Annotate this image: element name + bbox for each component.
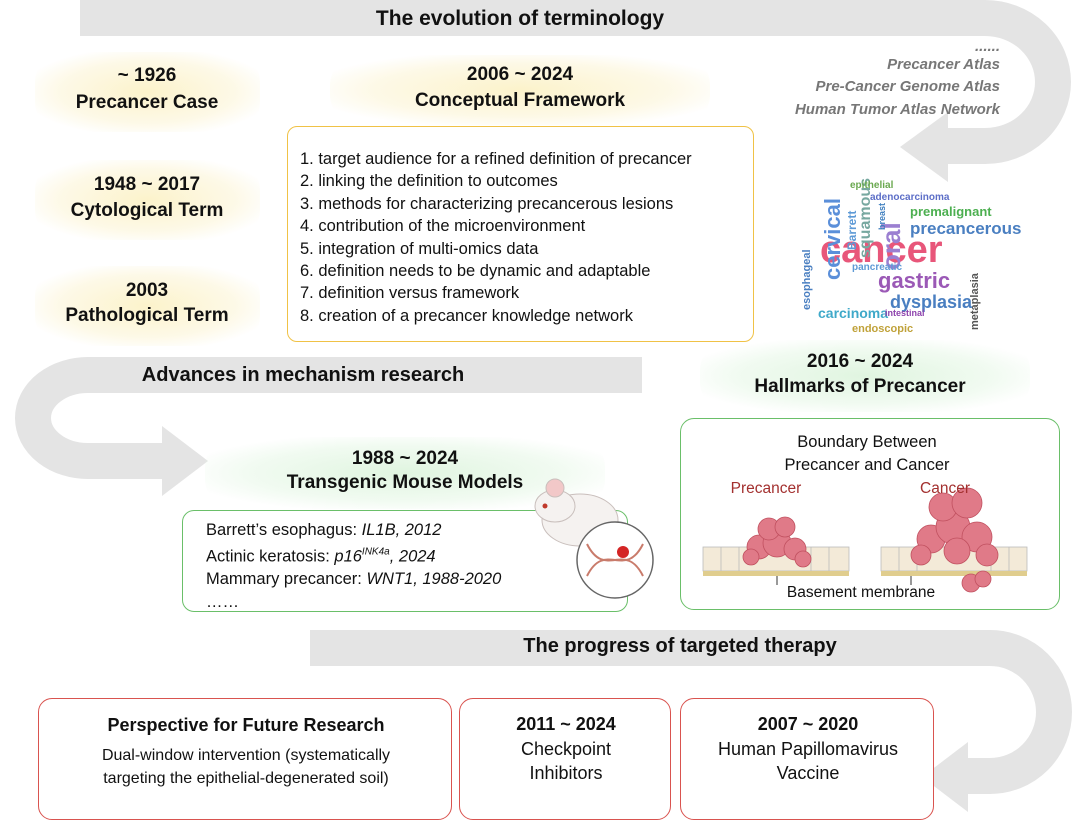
word: dysplasia xyxy=(890,292,973,312)
highlight xyxy=(35,52,260,132)
term-label: Cytological Term xyxy=(70,200,224,221)
period: 2006 ~ 2024 xyxy=(466,64,574,85)
word: cancer xyxy=(820,229,943,271)
section-title: Advances in mechanism research xyxy=(141,364,465,386)
therapy-line: Checkpoint xyxy=(520,739,612,759)
period: 1988 ~ 2024 xyxy=(351,448,459,469)
section-title: The evolution of terminology xyxy=(375,7,665,30)
flow-arrow xyxy=(310,630,1072,794)
therapy-box: Perspective for Future Research Dual-win… xyxy=(38,698,452,820)
framework-item: 4. contribution of the microenvironment xyxy=(300,217,586,236)
period: 2007 ~ 2020 xyxy=(757,714,859,734)
word: breast xyxy=(877,203,887,230)
framework-item: 1. target audience for a refined definit… xyxy=(300,150,692,168)
word: pancreatic xyxy=(852,262,902,273)
flow-arrows xyxy=(15,0,1072,794)
mouse-title: Transgenic Mouse Models xyxy=(286,472,524,493)
flow-arrow xyxy=(15,357,642,479)
highlight xyxy=(35,266,260,346)
word: squamous xyxy=(857,178,874,258)
atlas-ellipsis: ...... xyxy=(974,38,1000,55)
model-ellipsis: …… xyxy=(206,592,239,611)
precancer-label: Precancer xyxy=(730,480,802,497)
arrowhead xyxy=(162,426,208,496)
model-detail: WNT1, 1988-2020 xyxy=(366,569,502,588)
framework-item: 5. integration of multi-omics data xyxy=(300,239,539,258)
word: esophageal xyxy=(801,249,813,310)
model-label: Mammary precancer: xyxy=(206,569,362,588)
word: Barrett xyxy=(845,211,859,250)
framework-item: 2. linking the definition to outcomes xyxy=(300,172,558,191)
therapy-line: Inhibitors xyxy=(529,763,603,783)
period: 2016 ~ 2024 xyxy=(806,351,914,372)
atlas-name: Pre-Cancer Genome Atlas xyxy=(815,78,1000,95)
framework-item: 7. definition versus framework xyxy=(300,284,520,303)
arrowhead xyxy=(900,112,948,182)
hallmarks-heading: Boundary Between xyxy=(797,433,937,451)
model-detail: , 2024 xyxy=(389,547,436,566)
framework-item: 8. creation of a precancer knowledge net… xyxy=(300,306,633,325)
word: carcinoma xyxy=(818,305,888,321)
therapy-title: Perspective for Future Research xyxy=(107,715,385,735)
model-detail: IL1B, 2012 xyxy=(361,521,442,539)
therapy-line: Dual-window intervention (systematically xyxy=(101,747,391,764)
therapy-box: 2007 ~ 2020 Human Papillomavirus Vaccine xyxy=(680,698,934,820)
word: metaplasia xyxy=(969,272,981,330)
word-cloud: cancer gastric precancerous cervical dys… xyxy=(801,178,1022,335)
period: 1948 ~ 2017 xyxy=(93,174,201,195)
therapy-line: Vaccine xyxy=(776,763,840,783)
framework-item: 3. methods for characterizing precancero… xyxy=(300,194,674,213)
word: premalignant xyxy=(910,204,992,219)
word: intestinal xyxy=(885,308,925,318)
model-item: Actinic keratosis: p16INK4a, 2024 xyxy=(206,542,627,568)
highlight xyxy=(330,55,710,125)
highlight xyxy=(35,160,260,240)
flow-arrow xyxy=(80,0,1071,164)
period: ~ 1926 xyxy=(117,65,177,86)
framework-item: 6. definition needs to be dynamic and ad… xyxy=(300,262,651,281)
period: 2003 xyxy=(125,280,169,301)
mouse-illustration xyxy=(534,478,654,599)
period: 2011 ~ 2024 xyxy=(516,714,616,734)
word: precancerous xyxy=(910,219,1022,238)
model-superscript: INK4a xyxy=(361,546,390,558)
model-gene: p16 xyxy=(334,547,362,566)
word: gastric xyxy=(878,268,950,293)
hallmarks-box: Boundary Between Precancer and Cancer Pr… xyxy=(680,418,1060,610)
term-label: Pathological Term xyxy=(65,305,229,326)
model-item: Mammary precancer: WNT1, 1988-2020 xyxy=(206,568,627,591)
word: oral xyxy=(876,222,906,270)
therapy-line: targeting the epithelial-degenerated soi… xyxy=(103,770,389,787)
hallmarks-title: Hallmarks of Precancer xyxy=(754,376,966,397)
cell-illustration xyxy=(702,487,1028,593)
model-item: Barrett’s esophagus: IL1B, 2012 xyxy=(206,519,627,542)
word: epithelial xyxy=(850,180,894,191)
word: adenocarcinoma xyxy=(870,192,950,203)
model-label: Actinic keratosis: xyxy=(206,547,330,566)
word: endoscopic xyxy=(852,323,913,335)
term-label: Precancer Case xyxy=(75,92,219,113)
model-label: Barrett’s esophagus: xyxy=(206,521,358,539)
hallmarks-heading: Precancer and Cancer xyxy=(784,456,950,474)
atlas-name: Human Tumor Atlas Network xyxy=(794,101,1000,118)
highlight xyxy=(700,340,1030,412)
therapy-box: 2011 ~ 2024 Checkpoint Inhibitors xyxy=(459,698,671,820)
therapy-line: Human Papillomavirus xyxy=(717,739,899,759)
word: cervical xyxy=(820,198,845,280)
atlas-name: Precancer Atlas xyxy=(887,56,1000,73)
section-title: The progress of targeted therapy xyxy=(523,635,837,657)
cancer-label: Cancer xyxy=(920,480,970,497)
framework-box: 1. target audience for a refined definit… xyxy=(287,126,754,342)
membrane-label: Basement membrane xyxy=(786,584,936,601)
arrowhead xyxy=(922,742,968,812)
framework-title: Conceptual Framework xyxy=(414,90,626,111)
